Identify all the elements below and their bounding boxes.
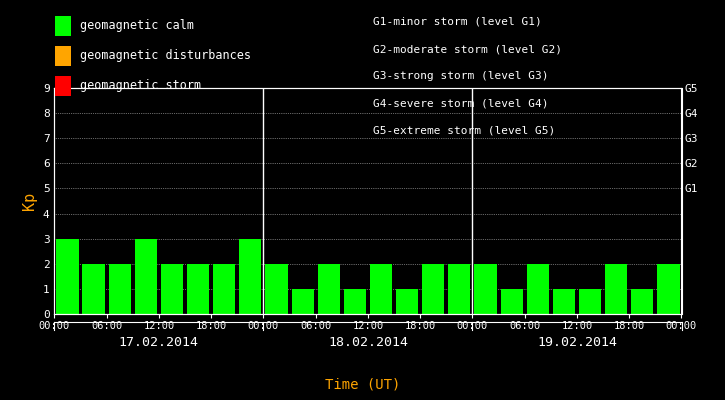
Bar (213, 264, 236, 314)
Bar (344, 289, 366, 314)
Bar (318, 264, 340, 314)
Bar (187, 264, 210, 314)
Text: 19.02.2014: 19.02.2014 (537, 336, 617, 348)
Y-axis label: Kp: Kp (22, 192, 37, 210)
Bar (83, 264, 104, 314)
Bar (291, 289, 314, 314)
Bar (605, 264, 627, 314)
Bar (631, 289, 653, 314)
Bar (526, 264, 549, 314)
Bar (579, 289, 601, 314)
Text: G5-extreme storm (level G5): G5-extreme storm (level G5) (373, 126, 555, 136)
Bar (239, 239, 262, 314)
Bar (109, 264, 130, 314)
Text: G1-minor storm (level G1): G1-minor storm (level G1) (373, 17, 542, 27)
Bar (370, 264, 392, 314)
Bar (552, 289, 575, 314)
Text: geomagnetic disturbances: geomagnetic disturbances (80, 50, 251, 62)
Bar (448, 264, 471, 314)
Bar (500, 289, 523, 314)
Bar (161, 264, 183, 314)
Text: G4-severe storm (level G4): G4-severe storm (level G4) (373, 99, 549, 109)
Text: geomagnetic storm: geomagnetic storm (80, 80, 201, 92)
Text: G3-strong storm (level G3): G3-strong storm (level G3) (373, 72, 549, 82)
Bar (57, 239, 78, 314)
Bar (396, 289, 418, 314)
Bar (265, 264, 288, 314)
Bar (135, 239, 157, 314)
Text: 17.02.2014: 17.02.2014 (119, 336, 199, 348)
Text: G2-moderate storm (level G2): G2-moderate storm (level G2) (373, 44, 563, 54)
Bar (658, 264, 679, 314)
Bar (474, 264, 497, 314)
Bar (422, 264, 444, 314)
Text: Time (UT): Time (UT) (325, 377, 400, 391)
Text: geomagnetic calm: geomagnetic calm (80, 20, 194, 32)
Text: 18.02.2014: 18.02.2014 (328, 336, 408, 348)
